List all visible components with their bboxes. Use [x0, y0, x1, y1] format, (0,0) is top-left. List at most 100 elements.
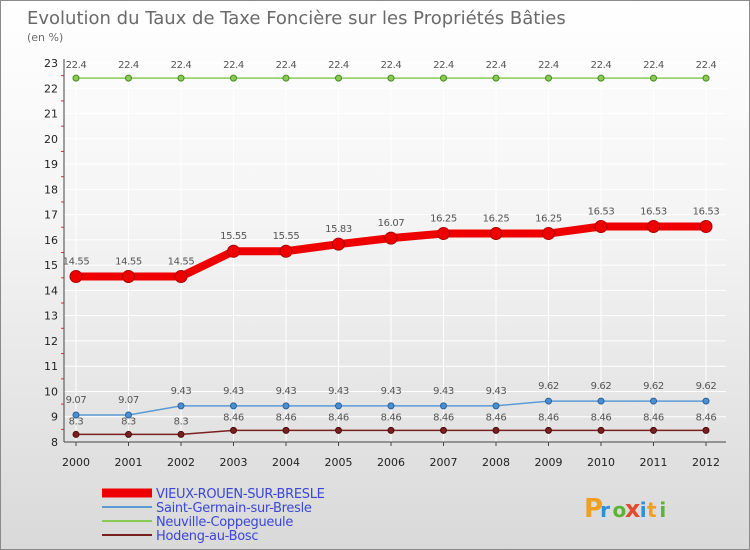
x-tick-label: 2010: [587, 456, 615, 469]
data-point-vieux-rouen-sur-bresle: [647, 219, 660, 233]
y-tick-label: 13: [44, 310, 58, 323]
data-point-neuville-coppegueule: [492, 74, 500, 82]
data-point-hodeng-au-bosc: [440, 426, 447, 434]
data-label-saint-germain-sur-bresle: 9.43: [276, 386, 297, 397]
data-label-hodeng-au-bosc: 8.46: [223, 412, 244, 423]
data-point-vieux-rouen-sur-bresle: [699, 219, 713, 233]
logo-letter: i: [640, 498, 647, 522]
data-point-vieux-rouen-sur-bresle: [69, 270, 83, 284]
proxiti-logo: Pr ox i t i: [584, 494, 666, 524]
data-point-neuville-coppegueule: [702, 74, 710, 82]
data-point-vieux-rouen-sur-bresle: [384, 231, 398, 245]
data-point-vieux-rouen-sur-bresle: [437, 227, 450, 241]
data-label-saint-germain-sur-bresle: 9.07: [66, 395, 87, 406]
data-point-saint-germain-sur-bresle: [492, 402, 500, 410]
data-label-vieux-rouen-sur-bresle: 16.25: [430, 214, 457, 225]
y-tick-label: 15: [44, 259, 58, 272]
data-point-hodeng-au-bosc: [282, 426, 290, 434]
data-label-neuville-coppegueule: 22.4: [66, 60, 87, 71]
data-point-hodeng-au-bosc: [492, 426, 500, 434]
data-point-hodeng-au-bosc: [597, 426, 605, 434]
data-label-hodeng-au-bosc: 8.46: [328, 412, 349, 423]
data-label-saint-germain-sur-bresle: 9.07: [118, 395, 139, 406]
y-tick-label: 12: [44, 335, 58, 348]
data-point-saint-germain-sur-bresle: [177, 402, 185, 410]
logo-letter: x: [625, 495, 641, 523]
legend-label-neuville-coppegueule: Neuville-Coppegueule: [156, 515, 293, 530]
data-label-neuville-coppegueule: 22.4: [276, 60, 297, 71]
data-label-vieux-rouen-sur-bresle: 15.55: [220, 231, 247, 242]
data-label-vieux-rouen-sur-bresle: 16.25: [483, 214, 510, 225]
legend-label-saint-germain-sur-bresle: Saint-Germain-sur-Bresle: [156, 501, 312, 516]
data-point-neuville-coppegueule: [335, 74, 342, 82]
logo-letter: i: [659, 498, 666, 522]
data-label-hodeng-au-bosc: 8.46: [433, 412, 454, 423]
data-point-vieux-rouen-sur-bresle: [227, 244, 240, 258]
data-label-neuville-coppegueule: 22.4: [328, 60, 349, 71]
y-tick-label: 9: [51, 411, 58, 424]
data-point-saint-germain-sur-bresle: [597, 397, 605, 405]
data-point-neuville-coppegueule: [440, 74, 447, 82]
unit-label: (en %): [27, 31, 63, 44]
data-label-saint-germain-sur-bresle: 9.43: [171, 386, 192, 397]
y-tick-label: 19: [44, 158, 58, 171]
data-label-neuville-coppegueule: 22.4: [381, 60, 402, 71]
data-point-neuville-coppegueule: [597, 74, 605, 82]
data-point-saint-germain-sur-bresle: [545, 397, 552, 405]
data-point-vieux-rouen-sur-bresle: [122, 270, 135, 284]
data-point-neuville-coppegueule: [125, 74, 132, 82]
data-point-hodeng-au-bosc: [335, 426, 342, 434]
data-point-saint-germain-sur-bresle: [702, 397, 710, 405]
data-label-saint-germain-sur-bresle: 9.62: [538, 381, 559, 392]
y-tick-label: 14: [44, 284, 58, 297]
data-label-hodeng-au-bosc: 8.46: [696, 412, 717, 423]
chart-title: Evolution du Taux de Taxe Foncière sur l…: [27, 8, 566, 29]
data-point-neuville-coppegueule: [650, 74, 657, 82]
data-point-neuville-coppegueule: [387, 74, 395, 82]
data-point-saint-germain-sur-bresle: [125, 411, 132, 419]
data-point-hodeng-au-bosc: [177, 430, 185, 438]
logo-letter: t: [647, 498, 657, 522]
x-tick-label: 2001: [115, 456, 143, 469]
data-label-saint-germain-sur-bresle: 9.43: [486, 386, 507, 397]
data-point-neuville-coppegueule: [177, 74, 185, 82]
data-point-hodeng-au-bosc: [72, 430, 80, 438]
legend-label-hodeng-au-bosc: Hodeng-au-Bosc: [156, 529, 258, 544]
data-label-saint-germain-sur-bresle: 9.43: [223, 386, 244, 397]
y-tick-label: 10: [44, 385, 58, 398]
data-point-neuville-coppegueule: [282, 74, 290, 82]
logo-letter: P: [584, 494, 603, 524]
data-label-vieux-rouen-sur-bresle: 15.83: [325, 224, 352, 235]
x-tick-label: 2012: [692, 456, 720, 469]
data-point-saint-germain-sur-bresle: [440, 402, 447, 410]
logo-letter: o: [613, 498, 627, 522]
data-point-saint-germain-sur-bresle: [387, 402, 395, 410]
y-tick-label: 21: [44, 108, 58, 121]
y-tick-label: 22: [44, 82, 58, 95]
data-label-vieux-rouen-sur-bresle: 16.53: [640, 206, 667, 217]
data-label-hodeng-au-bosc: 8.3: [121, 416, 136, 427]
data-point-vieux-rouen-sur-bresle: [174, 270, 188, 284]
data-label-hodeng-au-bosc: 8.46: [276, 412, 297, 423]
data-point-hodeng-au-bosc: [702, 426, 710, 434]
y-tick-label: 18: [44, 183, 58, 196]
data-point-vieux-rouen-sur-bresle: [542, 227, 555, 241]
data-label-vieux-rouen-sur-bresle: 16.07: [378, 218, 405, 229]
data-label-vieux-rouen-sur-bresle: 14.55: [168, 257, 195, 268]
x-tick-label: 2005: [325, 456, 353, 469]
data-label-vieux-rouen-sur-bresle: 14.55: [63, 257, 90, 268]
data-label-vieux-rouen-sur-bresle: 16.53: [693, 206, 720, 217]
data-label-hodeng-au-bosc: 8.46: [486, 412, 507, 423]
data-point-hodeng-au-bosc: [125, 430, 132, 438]
y-tick-label: 8: [51, 436, 58, 449]
data-label-neuville-coppegueule: 22.4: [538, 60, 559, 71]
data-label-neuville-coppegueule: 22.4: [118, 60, 139, 71]
data-label-vieux-rouen-sur-bresle: 14.55: [115, 257, 142, 268]
data-label-saint-germain-sur-bresle: 9.62: [591, 381, 612, 392]
data-label-hodeng-au-bosc: 8.3: [69, 416, 84, 427]
x-tick-label: 2011: [640, 456, 668, 469]
data-point-hodeng-au-bosc: [230, 426, 237, 434]
data-label-hodeng-au-bosc: 8.46: [591, 412, 612, 423]
data-point-saint-germain-sur-bresle: [650, 397, 657, 405]
